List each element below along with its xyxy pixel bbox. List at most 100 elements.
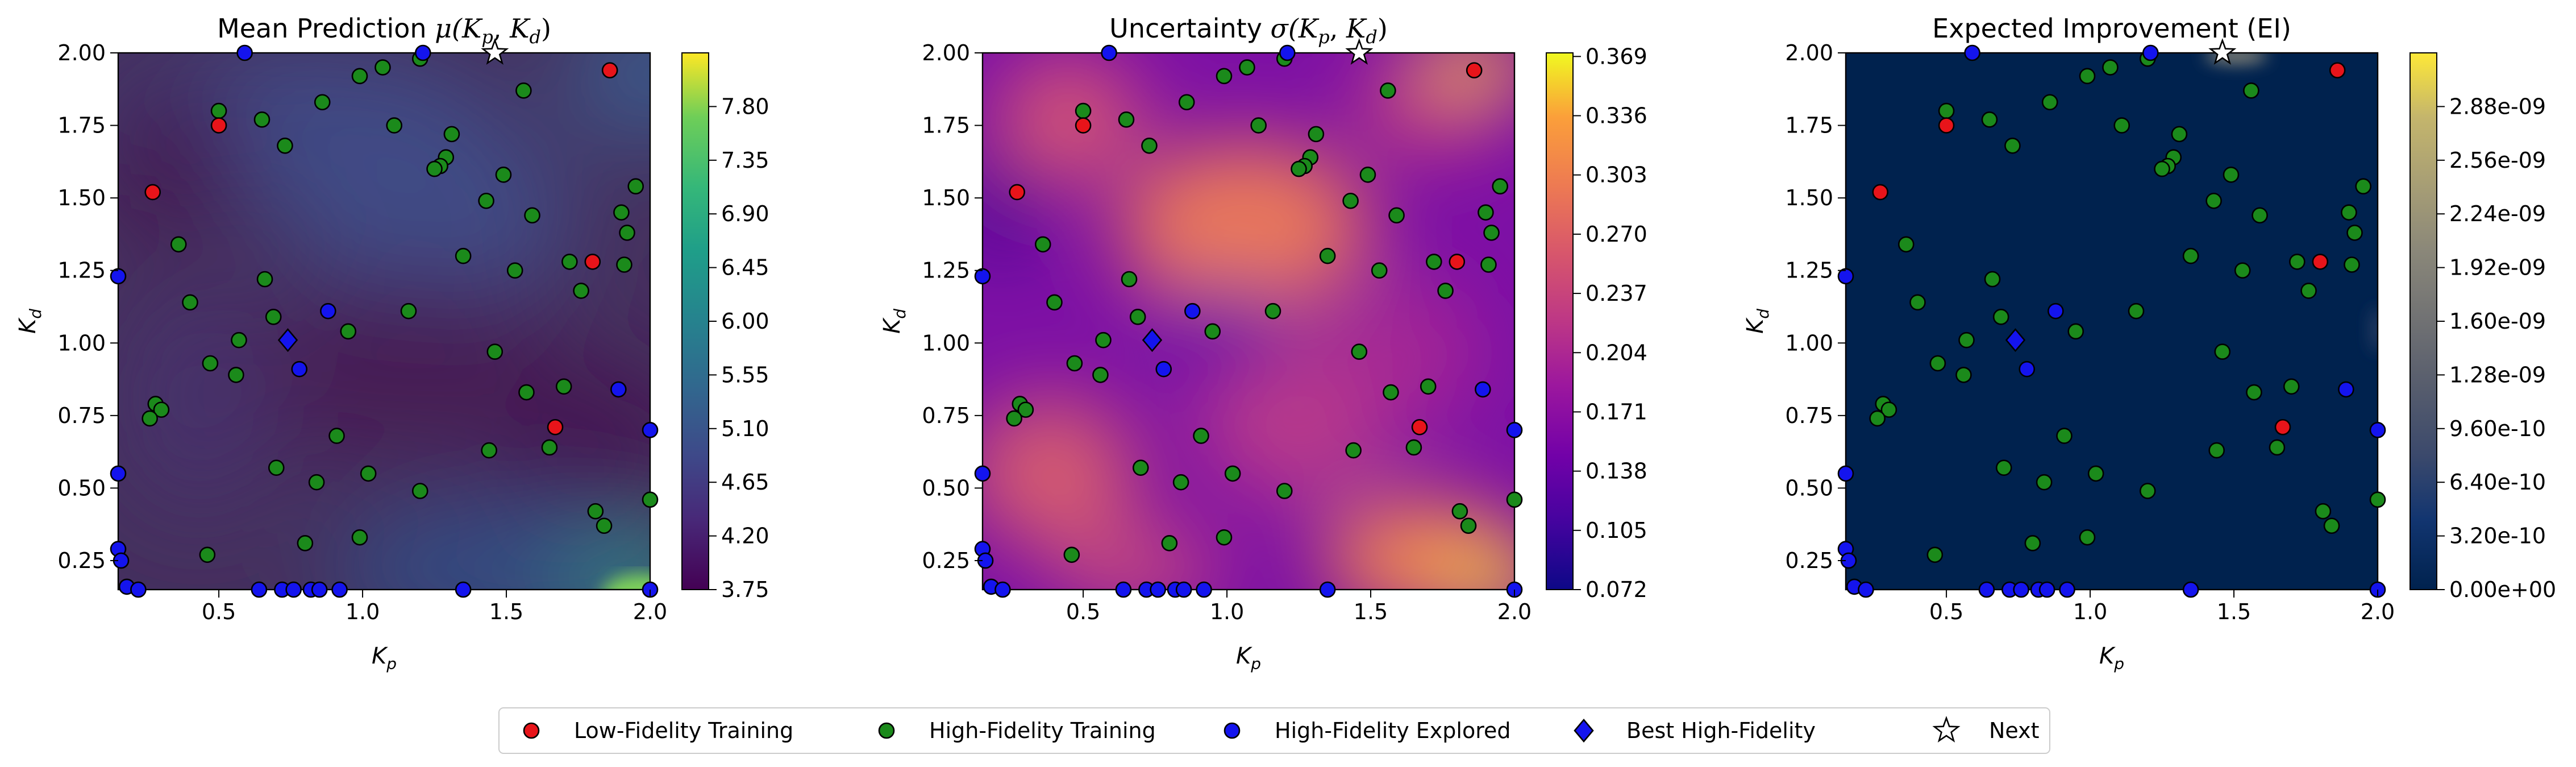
ylabel-ei: Kd: [1742, 309, 1772, 334]
y-tick-label: 2.00: [922, 40, 970, 65]
explored-point: [415, 44, 431, 61]
colorbar-tick-label: 0.237: [1585, 281, 1647, 306]
xlabel-uncertainty: Kp: [1236, 643, 1261, 673]
colorbar-tick-label: 0.270: [1585, 222, 1647, 247]
high-fidelity-point: [2283, 378, 2300, 395]
high-fidelity-point: [616, 256, 632, 273]
explored-point: [455, 581, 472, 598]
colorbar-tick-label: 0.303: [1585, 163, 1647, 188]
low-fidelity-point: [1449, 254, 1466, 270]
explored-point: [2142, 44, 2159, 61]
high-fidelity-point: [2087, 465, 2104, 482]
high-fidelity-point: [142, 410, 158, 427]
legend-frame: [498, 707, 2050, 754]
y-tick-label: 1.00: [1785, 330, 1833, 355]
x-tick-label: 2.0: [1497, 599, 1532, 624]
high-fidelity-point: [1380, 82, 1396, 99]
high-fidelity-point: [2355, 178, 2372, 195]
high-fidelity-point: [2139, 483, 2156, 499]
legend-marker-best-high-fidelity: [1574, 718, 1594, 743]
low-fidelity-point: [1075, 117, 1092, 134]
high-fidelity-point: [2252, 207, 2268, 224]
high-fidelity-point: [2182, 247, 2199, 264]
high-fidelity-point: [1451, 503, 1468, 520]
high-fidelity-point: [351, 68, 368, 85]
panel-uncertainty: 0.5 1.0 1.5 2.0 0.25 0.50 0.75 1.00 1.25 1.50 1.75…: [879, 13, 1647, 673]
high-fidelity-point: [360, 465, 377, 482]
high-fidelity-point: [340, 323, 357, 340]
high-fidelity-point: [1006, 410, 1022, 427]
high-fidelity-point: [2344, 256, 2360, 273]
y-tick-label: 1.75: [922, 113, 970, 138]
high-fidelity-point: [2341, 204, 2357, 221]
y-tick-label: 0.25: [1785, 548, 1833, 573]
colorbar-mean: [681, 52, 709, 590]
low-fidelity-point: [144, 184, 161, 201]
high-fidelity-point: [555, 378, 572, 395]
high-fidelity-point: [2234, 262, 2251, 279]
explored-point: [311, 581, 328, 598]
high-fidelity-point: [642, 491, 659, 508]
high-fidelity-point: [2246, 384, 2262, 401]
colorbar-ticks-uncertainty: 0.072 0.105 0.138 0.171 0.204 0.237 0.270 0.303…: [1573, 44, 1647, 602]
high-fidelity-point: [2223, 167, 2240, 183]
high-fidelity-point: [1460, 517, 1477, 534]
explored-point: [1858, 581, 1874, 598]
colorbar-tick-label: 0.171: [1585, 399, 1647, 424]
explored-point: [1319, 581, 1336, 598]
y-tick-label: 0.75: [922, 403, 970, 428]
best-point: [2005, 328, 2026, 353]
next-point: [2208, 38, 2237, 65]
y-tick-label: 1.50: [1785, 185, 1833, 210]
explored-point: [1964, 44, 1980, 61]
high-fidelity-point: [2113, 117, 2130, 134]
explored-point: [1506, 422, 1523, 438]
colorbar-tick-label: 1.92e-09: [2449, 255, 2546, 280]
legend-marker-high-fidelity-explored: [1224, 722, 1241, 739]
high-fidelity-point: [1981, 111, 1998, 128]
explored-point: [1115, 581, 1132, 598]
high-fidelity-point: [1178, 94, 1195, 111]
x-tick-label: 0.5: [1066, 599, 1100, 624]
explored-point: [2059, 581, 2075, 598]
y-tick-label: 1.75: [57, 113, 106, 138]
y-tick-label: 1.00: [922, 330, 970, 355]
high-fidelity-point: [1480, 256, 1497, 273]
high-fidelity-point: [256, 271, 273, 288]
legend-label: Best High-Fidelity: [1626, 718, 1816, 743]
explored-point: [1837, 268, 1854, 285]
high-fidelity-point: [1926, 546, 1944, 563]
explored-point: [994, 581, 1011, 598]
high-fidelity-point: [1063, 546, 1080, 563]
explored-point: [2013, 581, 2029, 598]
high-fidelity-point: [386, 117, 403, 134]
explored-point: [974, 465, 991, 482]
high-fidelity-point: [627, 178, 644, 195]
colorbar-tick-label: 0.336: [1585, 103, 1647, 128]
high-fidelity-point: [506, 262, 523, 279]
high-fidelity-point: [2056, 428, 2073, 444]
colorbar-tick-label: 1.28e-09: [2449, 362, 2546, 387]
heatmap-ei: [1846, 53, 2378, 590]
y-tick-label: 2.00: [1785, 40, 1833, 65]
high-fidelity-point: [1250, 117, 1267, 134]
x-tick-label: 1.5: [2217, 599, 2251, 624]
ylabel-uncertainty: Kd: [879, 309, 909, 334]
high-fidelity-point: [1017, 401, 1034, 418]
high-fidelity-point: [1483, 225, 1500, 241]
high-fidelity-point: [515, 82, 532, 99]
high-fidelity-point: [265, 309, 282, 325]
high-fidelity-point: [2346, 225, 2363, 241]
high-fidelity-point: [1371, 262, 1388, 279]
high-fidelity-point: [1869, 410, 1886, 427]
explored-point: [1155, 360, 1172, 378]
high-fidelity-point: [1308, 126, 1325, 143]
low-fidelity-point: [1872, 184, 1889, 201]
explored-point: [1475, 381, 1491, 398]
high-fidelity-point: [2205, 192, 2222, 209]
x-tick-label: 0.5: [202, 599, 236, 624]
high-fidelity-point: [1420, 378, 1437, 395]
low-fidelity-point: [1411, 418, 1428, 436]
tick-labels-ei: 0.5 1.0 1.5 2.0 0.25 0.50 0.75 1.00 1.25 1.50 1.75…: [1785, 40, 2395, 624]
colorbar-tick-label: 0.138: [1585, 459, 1647, 484]
